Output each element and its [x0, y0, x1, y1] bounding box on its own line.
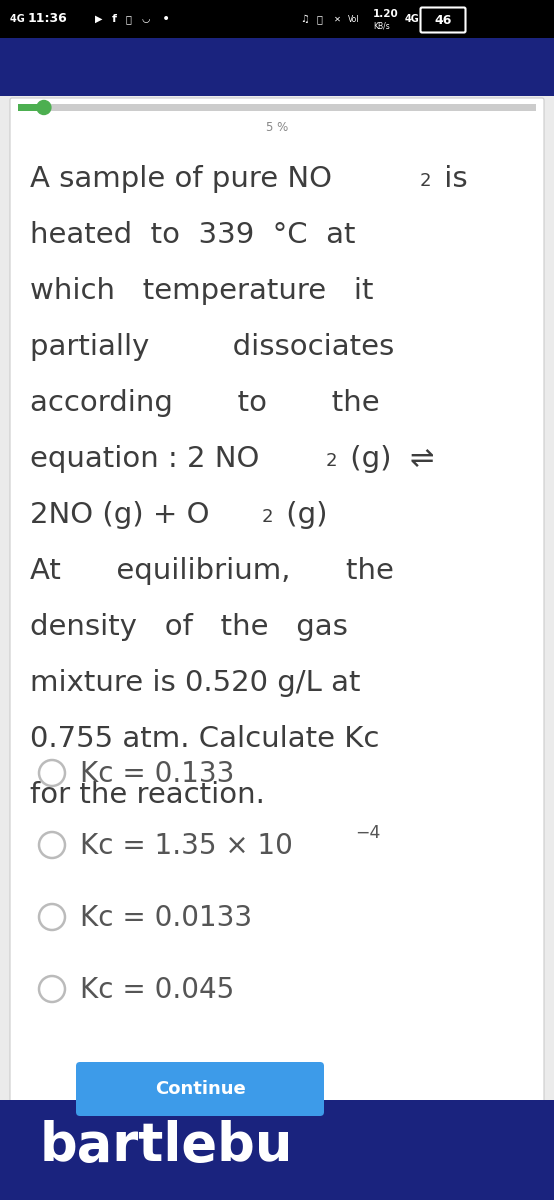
Text: bartlebu: bartlebu [40, 1120, 294, 1172]
Circle shape [37, 101, 51, 114]
Text: 2: 2 [420, 173, 432, 191]
FancyBboxPatch shape [76, 1062, 324, 1116]
Text: ◡: ◡ [142, 14, 151, 24]
Text: 2NO (g) + O: 2NO (g) + O [30, 502, 209, 529]
FancyBboxPatch shape [0, 38, 554, 96]
Text: KB/s: KB/s [373, 22, 390, 30]
FancyBboxPatch shape [18, 104, 536, 110]
FancyBboxPatch shape [0, 1100, 554, 1200]
Text: 2: 2 [261, 509, 273, 527]
Text: density   of   the   gas: density of the gas [30, 613, 348, 641]
Text: 11:36: 11:36 [28, 12, 68, 25]
Text: ♫: ♫ [300, 14, 309, 24]
Text: 0.755 atm. Calculate Kc: 0.755 atm. Calculate Kc [30, 725, 379, 754]
Text: (g): (g) [276, 502, 327, 529]
FancyBboxPatch shape [18, 104, 44, 110]
Text: according       to       the: according to the [30, 389, 379, 416]
Text: Continue: Continue [155, 1080, 245, 1098]
Text: 2: 2 [326, 452, 337, 470]
Text: which   temperature   it: which temperature it [30, 277, 373, 305]
Text: heated  to  339  °C  at: heated to 339 °C at [30, 221, 356, 248]
Text: Kc = 0.133: Kc = 0.133 [80, 760, 234, 788]
Text: Vol: Vol [348, 14, 360, 24]
Text: for the reaction.: for the reaction. [30, 781, 265, 809]
Text: equation : 2 NO: equation : 2 NO [30, 445, 259, 473]
Text: partially         dissociates: partially dissociates [30, 332, 394, 361]
Text: 1.20: 1.20 [373, 8, 399, 19]
Text: ✕: ✕ [334, 14, 341, 24]
Text: At      equilibrium,      the: At equilibrium, the [30, 557, 394, 584]
Text: f: f [112, 14, 117, 24]
Text: 5 %: 5 % [266, 121, 288, 134]
Text: 4G: 4G [405, 14, 420, 24]
Text: Kc = 1.35 × 10: Kc = 1.35 × 10 [80, 832, 293, 860]
Text: 4G: 4G [10, 14, 29, 24]
Text: is: is [435, 164, 468, 193]
Text: (g)  ⇌: (g) ⇌ [341, 445, 434, 473]
Text: Kc = 0.045: Kc = 0.045 [80, 976, 234, 1004]
Text: mixture is 0.520 g/L at: mixture is 0.520 g/L at [30, 670, 361, 697]
Text: ▶: ▶ [95, 14, 102, 24]
FancyBboxPatch shape [0, 0, 554, 38]
FancyBboxPatch shape [0, 96, 554, 1200]
FancyBboxPatch shape [10, 98, 544, 1162]
Text: −4: −4 [355, 824, 380, 842]
Text: Kc = 0.0133: Kc = 0.0133 [80, 904, 252, 932]
Text: ⎕: ⎕ [126, 14, 132, 24]
Text: 46: 46 [434, 13, 452, 26]
Text: •: • [162, 12, 170, 26]
Text: A sample of pure NO: A sample of pure NO [30, 164, 332, 193]
Text: ⦿: ⦿ [317, 14, 323, 24]
